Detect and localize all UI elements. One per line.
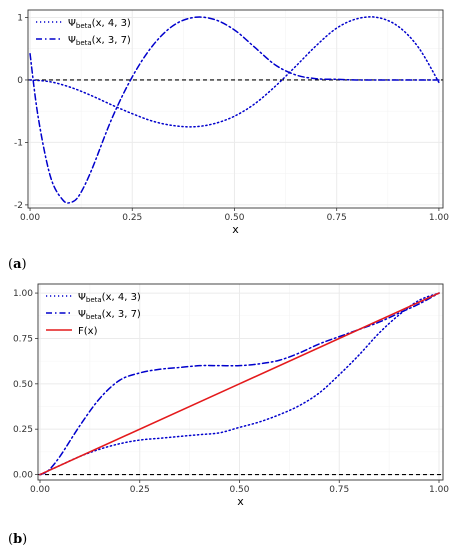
panel-label-a: (a) [8, 257, 27, 272]
y-tick-label: 0 [17, 76, 23, 86]
y-tick-label: 0.25 [13, 425, 33, 435]
panel-label-b: (b) [8, 532, 27, 547]
series-line [39, 292, 440, 476]
x-tick-label: 1.00 [429, 213, 449, 223]
legend-entry: Ψbeta(x, 3, 7) [68, 35, 131, 47]
legend: Ψbeta(x, 4, 3) Ψbeta(x, 3, 7) F(x) [46, 292, 141, 337]
y-tick-label: -1 [14, 138, 23, 148]
legend: Ψbeta(x, 4, 3) Ψbeta(x, 3, 7) [36, 18, 131, 47]
y-tick-label: -2 [14, 201, 23, 211]
chart-panel-a: 0.00 0.25 0.50 0.75 1.00 -2 -1 0 1 x Ψbeta(x, 4, 3… [14, 9, 449, 236]
y-tick-label: 0.75 [13, 334, 33, 344]
panel-border [37, 283, 444, 481]
panel-border [27, 9, 444, 209]
y-tick-label: 1.00 [13, 289, 33, 299]
y-tick-label: 0.50 [13, 380, 33, 390]
legend-entry: Ψbeta(x, 3, 7) [78, 309, 141, 321]
x-tick-label: 0.50 [229, 485, 249, 495]
x-axis-label: x [232, 223, 239, 236]
x-axis-label: x [237, 495, 244, 508]
x-tick-label: 0.25 [130, 485, 150, 495]
x-tick-label: 0.00 [20, 213, 40, 223]
legend-entry: F(x) [78, 326, 98, 337]
series-group [39, 292, 440, 476]
series-line [39, 292, 440, 476]
chart-panel-b: 0.00 0.25 0.50 0.75 1.00 0.00 0.25 0.50 0.75 1.00… [13, 283, 449, 508]
x-tick-label: 0.50 [224, 213, 244, 223]
legend-entry: Ψbeta(x, 4, 3) [68, 18, 131, 30]
series-line [29, 16, 440, 204]
y-tick-label: 0.00 [13, 471, 33, 481]
x-tick-label: 0.00 [30, 485, 50, 495]
x-tick-label: 1.00 [429, 485, 449, 495]
series-group [29, 16, 440, 204]
plot-background [28, 10, 443, 208]
plot-background [38, 284, 443, 480]
x-tick-label: 0.25 [122, 213, 142, 223]
y-tick-label: 1 [17, 13, 23, 23]
x-tick-label: 0.75 [329, 485, 349, 495]
x-tick-label: 0.75 [327, 213, 347, 223]
legend-entry: Ψbeta(x, 4, 3) [78, 292, 141, 304]
